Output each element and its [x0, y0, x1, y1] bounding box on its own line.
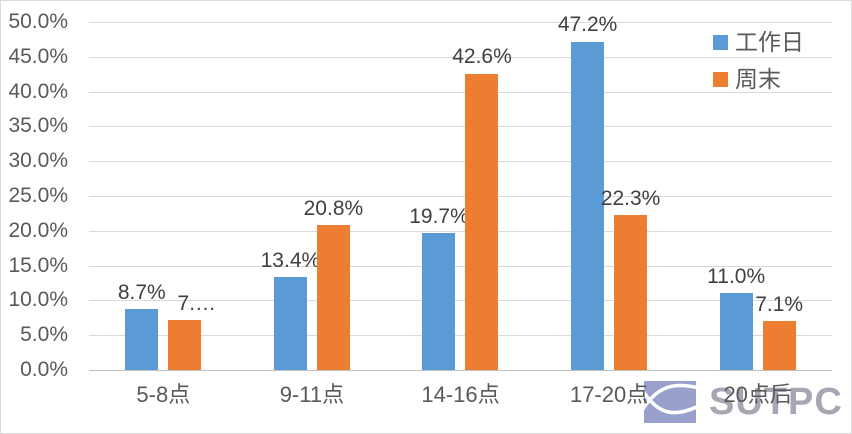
- legend-swatch-icon: [713, 34, 728, 50]
- bar-group: 47.2% 22.3%: [535, 13, 684, 370]
- x-tick-label: 14-16点: [421, 382, 500, 407]
- bar-工作日-5-8点: [125, 309, 159, 370]
- bar-工作日-14-16点: [422, 232, 456, 370]
- bar-工作日-20点后: [719, 293, 753, 370]
- data-label: 19.7%: [409, 204, 469, 228]
- data-label: 13.4%: [260, 248, 321, 272]
- y-tick-label: 35.0%: [8, 114, 68, 138]
- gridline: [89, 56, 832, 58]
- y-tick-label: 5.0%: [20, 323, 68, 347]
- plot-area: 8.7% 7.… 13.4% 20.8% 19.7% 42.6% 47.2% 22.3% 11.…: [89, 13, 832, 371]
- gridline: [89, 126, 832, 128]
- sutpc-logo-icon: [644, 381, 696, 423]
- y-tick-label: 40.0%: [8, 79, 68, 103]
- bar-周末-14-16点: [465, 73, 499, 370]
- data-label: 7.…: [177, 291, 217, 315]
- bar-工作日-17-20点: [571, 41, 605, 370]
- bar-group: 8.7% 7.…: [89, 22, 238, 370]
- legend-label: 工作日: [735, 29, 804, 55]
- gridline: [89, 161, 832, 163]
- y-tick-label: 50.0%: [8, 10, 68, 33]
- gridline: [89, 335, 832, 337]
- x-axis-line: [89, 370, 832, 371]
- y-tick-label: 15.0%: [8, 253, 68, 277]
- data-label: 47.2%: [557, 13, 618, 37]
- y-tick-label: 20.0%: [8, 218, 68, 242]
- data-label: 20.8%: [303, 197, 364, 221]
- data-label: 22.3%: [600, 186, 661, 210]
- data-label: 8.7%: [117, 281, 166, 305]
- bar-工作日-9-11点: [273, 276, 307, 370]
- x-axis-tick-labels: 5-8点 9-11点 14-16点 17-20点 20点后: [89, 380, 832, 412]
- y-tick-label: 45.0%: [8, 44, 68, 68]
- x-tick-label: 5-8点: [136, 382, 191, 407]
- bar-周末-17-20点: [614, 214, 648, 370]
- y-tick-label: 30.0%: [8, 149, 68, 173]
- y-tick-label: 25.0%: [8, 184, 68, 207]
- watermark-text: SUTPC: [709, 381, 843, 423]
- bar-周末-5-8点: [168, 319, 202, 370]
- legend-swatch-icon: [713, 71, 728, 87]
- y-tick-label: 10.0%: [8, 288, 68, 312]
- bar-周末-9-11点: [316, 225, 350, 370]
- x-tick-label: 9-11点: [279, 382, 345, 407]
- legend-item-周末: 周末: [713, 66, 804, 92]
- data-label: 42.6%: [452, 45, 512, 69]
- legend-item-工作日: 工作日: [713, 29, 804, 55]
- bar-groups: 8.7% 7.… 13.4% 20.8% 19.7% 42.6% 47.2% 22.3% 11.…: [89, 13, 832, 370]
- gridline: [89, 22, 832, 23]
- data-label: 11.0%: [707, 265, 766, 289]
- bar-group: 19.7% 42.6%: [386, 22, 535, 370]
- x-tick-label: 17-20点: [569, 382, 649, 407]
- y-tick-label: 0.0%: [20, 358, 68, 381]
- x-tick-label: 20点后: [723, 382, 792, 407]
- gridline: [89, 300, 832, 302]
- y-axis-tick-labels: 0.0% 5.0% 10.0% 15.0% 20.0% 25.0% 30.0% 35.0% 40…: [1, 1, 68, 433]
- bar-周末-20点后: [762, 320, 796, 370]
- gridline: [89, 91, 832, 93]
- gridline: [89, 265, 832, 267]
- gridline: [89, 230, 832, 232]
- legend: 工作日 周末: [713, 29, 804, 92]
- data-label: 7.1%: [755, 292, 804, 316]
- bar-group: 11.0% 7.1%: [683, 22, 832, 370]
- watermark: SUTPC: [644, 381, 843, 423]
- gridline: [89, 196, 832, 197]
- legend-label: 周末: [735, 66, 781, 92]
- bar-group: 13.4% 20.8%: [238, 22, 387, 370]
